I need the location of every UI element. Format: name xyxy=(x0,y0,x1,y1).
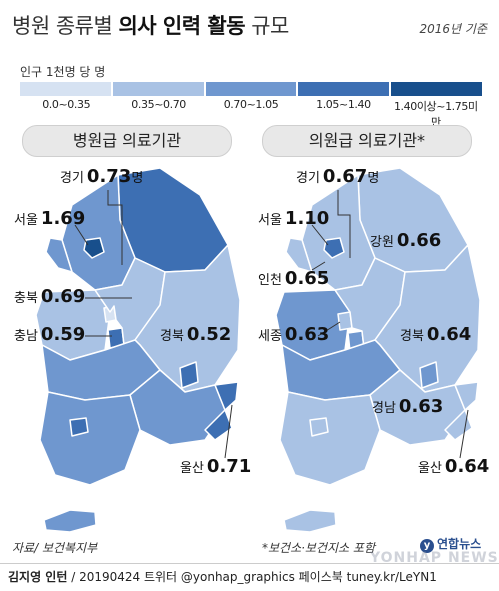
logo-icon: y xyxy=(420,539,434,553)
region-busan xyxy=(204,409,233,441)
watermark: YONHAP NEWS xyxy=(370,550,499,566)
footnote: *보건소·보건지소 포함 xyxy=(262,541,375,555)
reference-year-note: 2016년 기준 xyxy=(419,22,487,36)
legend-label: 1.40이상~1.75미만 xyxy=(393,100,478,129)
region-incheon xyxy=(285,237,313,273)
region-ulsan xyxy=(214,381,239,411)
hospital-map xyxy=(35,167,241,533)
region-seoul xyxy=(323,237,345,259)
region-daegu xyxy=(419,361,439,389)
region-jeju xyxy=(43,509,97,533)
label-incheon: 인천 0.65 xyxy=(258,268,330,289)
legend-swatch-5 xyxy=(391,82,482,96)
region-gwangju xyxy=(69,417,89,437)
label-ulsan: 울산 0.71 xyxy=(180,456,252,477)
clinic-map-title: 의원급 의료기관* xyxy=(262,125,472,157)
label-gyeongbuk: 경북 0.52 xyxy=(160,324,232,345)
hospital-map-title: 병원급 의료기관 xyxy=(22,125,232,157)
region-jeju xyxy=(283,509,337,533)
page-title: 병원 종류별 의사 인력 활동 규모 xyxy=(12,14,289,38)
legend-swatch-3 xyxy=(205,82,297,96)
yonhap-logo: y 연합뉴스 xyxy=(420,535,481,553)
label-gangwon: 강원 0.66 xyxy=(370,230,442,251)
label-seoul: 서울 1.10 xyxy=(258,208,330,229)
label-seoul: 서울 1.69 xyxy=(14,208,86,229)
label-gyeonggi: 경기 0.67명 xyxy=(296,166,380,187)
legend-swatch-1 xyxy=(20,82,111,96)
legend-label: 1.05~1.40 xyxy=(316,98,371,111)
legend-label: 0.35~0.70 xyxy=(131,98,186,111)
legend-label: 0.0~0.35 xyxy=(42,98,91,111)
label-gyeonggi: 경기 0.73명 xyxy=(60,166,144,187)
region-jeonnam xyxy=(279,391,381,486)
region-seoul xyxy=(83,237,105,259)
label-sejong: 세종 0.63 xyxy=(258,324,330,345)
legend-label: 0.70~1.05 xyxy=(223,98,279,111)
region-busan xyxy=(444,409,473,441)
region-chungbuk xyxy=(94,257,166,346)
clinic-map xyxy=(275,167,481,533)
label-ulsan: 울산 0.64 xyxy=(418,456,490,477)
label-gyeongbuk: 경북 0.64 xyxy=(400,324,472,345)
legend-labels: 0.0~0.35 0.35~0.70 0.70~1.05 1.05~1.40 1… xyxy=(20,98,482,130)
color-legend xyxy=(20,82,482,96)
region-jeonnam xyxy=(39,391,141,486)
label-gyeongnam: 경남 0.63 xyxy=(372,396,444,417)
legend-swatch-4 xyxy=(298,82,390,96)
label-chungnam: 충남 0.59 xyxy=(14,324,86,345)
source-note: 자료/ 보건복지부 xyxy=(12,541,98,555)
region-daegu xyxy=(179,361,199,389)
credit-footer: 김지영 인턴 / 20190424 트위터 @yonhap_graphics 페… xyxy=(0,563,499,590)
legend-unit: 인구 1천명 당 명 xyxy=(20,65,106,79)
region-ulsan xyxy=(454,381,479,411)
region-gwangju xyxy=(309,417,329,437)
label-chungbuk: 충북 0.69 xyxy=(14,286,86,307)
region-incheon xyxy=(45,237,73,273)
legend-swatch-2 xyxy=(112,82,204,96)
leader-lines xyxy=(74,190,469,459)
